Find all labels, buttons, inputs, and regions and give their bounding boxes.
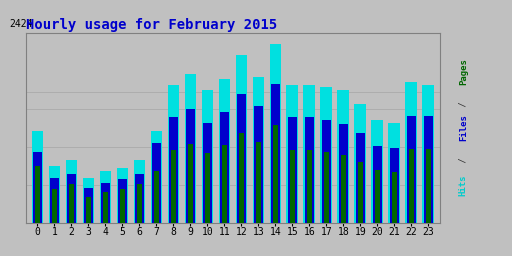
Bar (341, 155, 346, 223)
Bar (167, 85, 179, 223)
Bar (256, 142, 261, 223)
Bar (307, 150, 312, 223)
Bar (273, 125, 278, 223)
Bar (337, 90, 349, 223)
Bar (236, 55, 247, 223)
Bar (52, 189, 57, 223)
Bar (288, 117, 297, 223)
Bar (32, 131, 44, 223)
Bar (152, 143, 161, 223)
Bar (358, 162, 363, 223)
Bar (118, 179, 127, 223)
Bar (373, 146, 382, 223)
Bar (66, 161, 77, 223)
Bar (389, 123, 400, 223)
Bar (375, 170, 380, 223)
Bar (254, 106, 263, 223)
Bar (406, 82, 417, 223)
Bar (134, 161, 145, 223)
Bar (203, 123, 212, 223)
Bar (407, 115, 416, 223)
Bar (35, 166, 40, 223)
Bar (305, 117, 314, 223)
Text: Pages: Pages (459, 58, 468, 85)
Text: Files: Files (459, 115, 468, 141)
Bar (86, 197, 91, 223)
Bar (137, 184, 142, 223)
Bar (424, 116, 433, 223)
Bar (271, 84, 280, 223)
Bar (171, 150, 176, 223)
Bar (219, 79, 230, 223)
Bar (354, 104, 367, 223)
Bar (69, 184, 74, 223)
Bar (82, 178, 94, 223)
Text: /: / (459, 152, 468, 168)
Bar (154, 171, 159, 223)
Bar (321, 87, 332, 223)
Bar (99, 171, 112, 223)
Bar (101, 183, 110, 223)
Bar (205, 153, 210, 223)
Bar (426, 149, 431, 223)
Bar (222, 145, 227, 223)
Text: /: / (459, 96, 468, 112)
Bar (356, 133, 365, 223)
Bar (103, 192, 108, 223)
Bar (322, 120, 331, 223)
Bar (188, 144, 193, 223)
Bar (269, 44, 282, 223)
Bar (339, 124, 348, 223)
Bar (392, 172, 397, 223)
Text: Hourly usage for February 2015: Hourly usage for February 2015 (26, 18, 277, 32)
Bar (67, 174, 76, 223)
Bar (84, 188, 93, 223)
Bar (120, 189, 125, 223)
Bar (372, 120, 383, 223)
Bar (151, 131, 162, 223)
Bar (220, 112, 229, 223)
Bar (290, 150, 295, 223)
Bar (49, 166, 60, 223)
Bar (186, 109, 195, 223)
Bar (202, 90, 214, 223)
Bar (169, 117, 178, 223)
Bar (33, 152, 42, 223)
Bar (287, 85, 298, 223)
Bar (252, 77, 264, 223)
Bar (304, 85, 315, 223)
Bar (409, 149, 414, 223)
Bar (239, 133, 244, 223)
Bar (184, 74, 197, 223)
Text: 2424: 2424 (9, 19, 32, 29)
Bar (117, 167, 129, 223)
Text: Hits: Hits (459, 175, 468, 196)
Bar (237, 94, 246, 223)
Bar (324, 152, 329, 223)
Bar (135, 174, 144, 223)
Bar (390, 148, 399, 223)
Bar (422, 85, 434, 223)
Bar (50, 178, 59, 223)
